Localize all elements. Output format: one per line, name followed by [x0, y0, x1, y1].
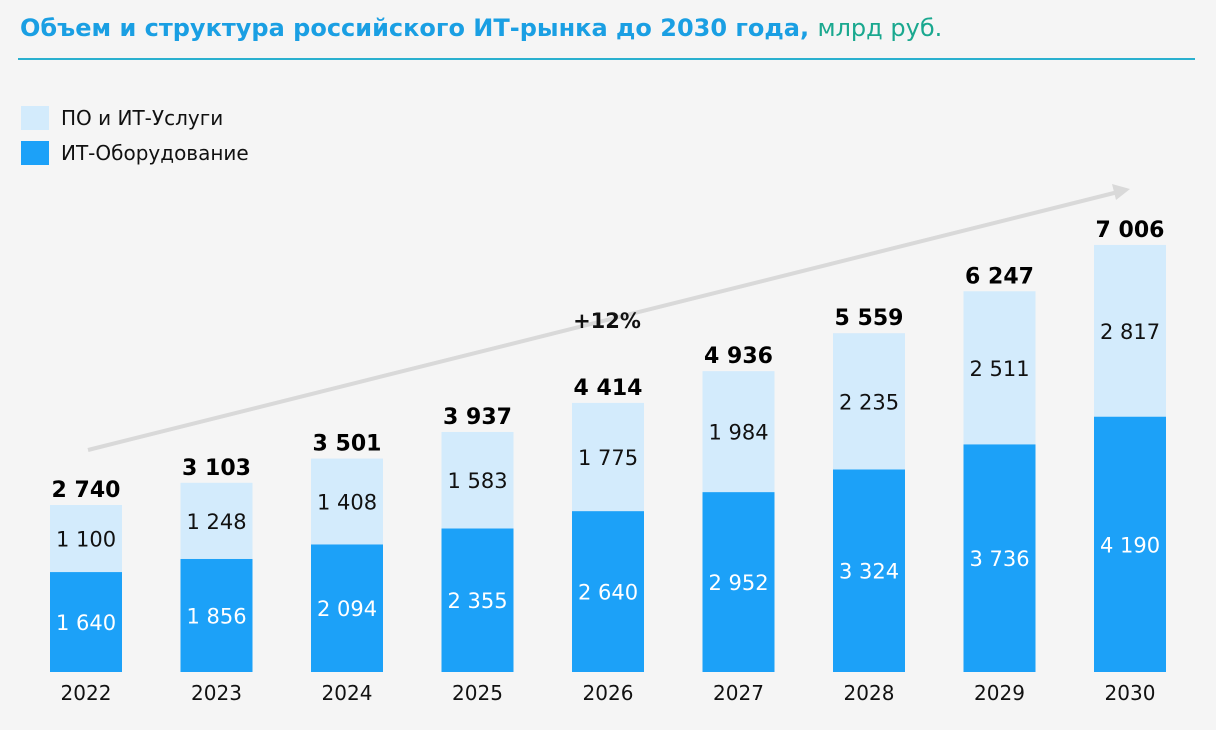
legend-label: ПО и ИТ-Услуги — [61, 105, 224, 130]
bar-hardware — [311, 544, 383, 672]
total-label: 5 559 — [835, 306, 904, 331]
x-tick-label: 2026 — [583, 681, 634, 705]
total-label: 3 103 — [182, 456, 251, 481]
data-label-services: 1 408 — [317, 490, 377, 514]
total-label: 2 740 — [52, 478, 121, 503]
legend-item-services: ПО и ИТ-Услуги — [21, 100, 249, 135]
data-label-hardware: 1 856 — [186, 604, 246, 628]
title-divider — [18, 58, 1195, 60]
x-tick-label: 2022 — [61, 681, 112, 705]
growth-annotation: +12% — [573, 309, 641, 333]
total-label: 4 414 — [574, 376, 643, 401]
data-label-services: 1 984 — [708, 421, 768, 445]
legend-item-hardware: ИТ-Оборудование — [21, 135, 249, 170]
data-label-hardware: 1 640 — [56, 611, 116, 635]
bar-hardware — [1094, 416, 1166, 672]
bar-hardware — [441, 528, 514, 672]
bar-services — [572, 402, 644, 512]
x-tick-label: 2024 — [322, 681, 373, 705]
data-label-services: 2 817 — [1100, 320, 1160, 344]
data-label-hardware: 4 190 — [1100, 533, 1160, 557]
bar-hardware — [50, 572, 122, 672]
bar-services — [833, 333, 905, 470]
bar-hardware — [572, 511, 644, 672]
x-tick-label: 2030 — [1105, 681, 1156, 705]
bar-services — [441, 431, 514, 529]
chart-title: Объем и структура российского ИТ-рынка д… — [20, 14, 942, 42]
bar-hardware — [833, 469, 905, 672]
data-label-hardware: 2 952 — [708, 571, 768, 595]
title-main: Объем и структура российского ИТ-рынка д… — [20, 14, 810, 42]
legend-label: ИТ-Оборудование — [61, 140, 249, 165]
data-label-hardware: 3 324 — [839, 560, 899, 584]
legend: ПО и ИТ-Услуги ИТ-Оборудование — [21, 100, 249, 170]
total-label: 4 936 — [704, 344, 773, 369]
growth-arrow-head — [1112, 184, 1130, 200]
x-tick-label: 2023 — [191, 681, 242, 705]
total-label: 7 006 — [1096, 218, 1165, 243]
data-label-hardware: 3 736 — [969, 547, 1029, 571]
x-tick-label: 2029 — [974, 681, 1025, 705]
bar-hardware — [702, 492, 775, 672]
bar-hardware — [963, 444, 1036, 672]
data-label-hardware: 2 355 — [447, 589, 507, 613]
x-tick-label: 2028 — [844, 681, 895, 705]
total-label: 6 247 — [965, 264, 1034, 289]
growth-arrow-line — [87, 190, 1119, 452]
title-unit: млрд руб. — [817, 14, 943, 42]
bar-services — [180, 482, 253, 559]
bar-services — [702, 371, 775, 493]
x-tick-label: 2025 — [452, 681, 503, 705]
total-label: 3 937 — [443, 405, 512, 430]
bar-services — [1094, 244, 1166, 417]
data-label-services: 1 583 — [447, 469, 507, 493]
legend-swatch-hardware — [21, 140, 49, 165]
data-label-services: 1 100 — [56, 528, 116, 552]
data-label-hardware: 2 640 — [578, 581, 638, 605]
bar-services — [963, 291, 1036, 445]
data-label-services: 2 235 — [839, 390, 899, 414]
legend-swatch-services — [21, 105, 49, 130]
data-label-services: 2 511 — [969, 357, 1029, 381]
total-label: 3 501 — [313, 432, 382, 457]
data-label-services: 1 248 — [186, 510, 246, 534]
x-tick-label: 2027 — [713, 681, 764, 705]
bar-hardware — [180, 558, 253, 672]
data-label-services: 1 775 — [578, 446, 638, 470]
bar-services — [50, 505, 122, 573]
data-label-hardware: 2 094 — [317, 597, 377, 621]
bar-services — [311, 458, 383, 545]
